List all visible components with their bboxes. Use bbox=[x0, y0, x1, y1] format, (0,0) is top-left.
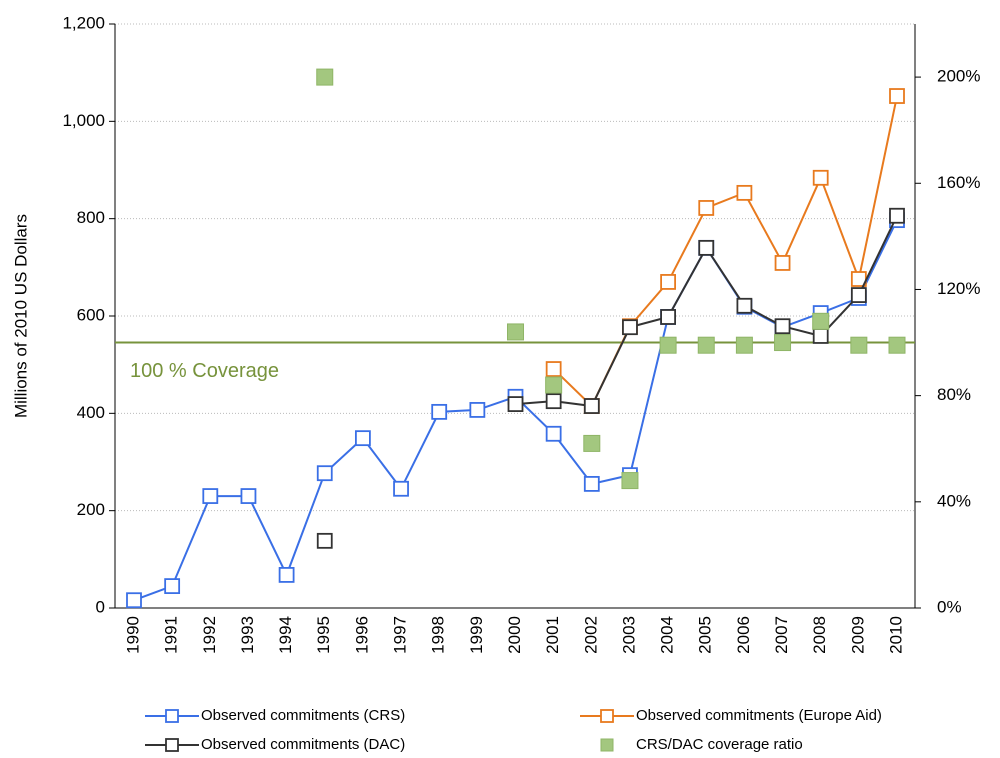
y2-tick-label: 40% bbox=[937, 491, 971, 510]
x-tick-label: 1994 bbox=[276, 616, 295, 654]
y-tick-label: 1,000 bbox=[62, 111, 105, 130]
marker bbox=[774, 334, 792, 352]
x-tick-label: 2001 bbox=[543, 616, 562, 654]
marker bbox=[545, 425, 562, 442]
marker bbox=[126, 592, 142, 609]
marker bbox=[736, 184, 753, 201]
marker bbox=[316, 68, 334, 86]
legend-label: Observed commitments (DAC) bbox=[201, 736, 405, 753]
marker bbox=[735, 336, 753, 354]
legend-marker bbox=[165, 738, 179, 752]
marker bbox=[621, 472, 639, 490]
x-tick-label: 1993 bbox=[238, 616, 257, 654]
marker bbox=[659, 336, 677, 354]
x-tick-label: 2008 bbox=[810, 616, 829, 654]
marker bbox=[507, 396, 524, 412]
marker bbox=[316, 465, 333, 482]
marker bbox=[889, 88, 905, 104]
marker bbox=[812, 328, 829, 344]
marker bbox=[545, 376, 563, 394]
marker bbox=[812, 312, 830, 330]
x-tick-label: 1999 bbox=[467, 616, 486, 654]
marker bbox=[850, 336, 868, 354]
marker bbox=[888, 336, 906, 354]
marker bbox=[697, 336, 715, 354]
legend-marker bbox=[600, 709, 614, 723]
marker bbox=[850, 287, 867, 303]
x-tick-label: 1996 bbox=[352, 616, 371, 654]
y2-tick-label: 80% bbox=[937, 385, 971, 404]
x-tick-label: 2004 bbox=[658, 616, 677, 654]
marker bbox=[202, 488, 219, 504]
y-tick-label: 800 bbox=[77, 208, 105, 227]
y-tick-label: 1,200 bbox=[62, 13, 105, 32]
legend-marker bbox=[165, 709, 179, 723]
x-tick-label: 2000 bbox=[505, 616, 524, 654]
x-tick-label: 1995 bbox=[314, 616, 333, 654]
x-tick-label: 1990 bbox=[123, 616, 142, 654]
x-tick-label: 1991 bbox=[162, 616, 181, 654]
x-tick-label: 1998 bbox=[429, 616, 448, 654]
marker bbox=[774, 255, 791, 271]
legend-label: Observed commitments (CRS) bbox=[201, 707, 405, 724]
marker bbox=[240, 488, 257, 504]
y2-tick-label: 160% bbox=[937, 173, 980, 192]
marker bbox=[698, 200, 715, 216]
marker bbox=[545, 393, 562, 410]
y2-tick-label: 200% bbox=[937, 67, 980, 86]
legend-marker bbox=[600, 738, 614, 752]
marker bbox=[622, 319, 638, 336]
marker bbox=[354, 430, 371, 447]
x-tick-label: 2005 bbox=[696, 616, 715, 654]
y2-tick-label: 120% bbox=[937, 279, 980, 298]
reference-label: 100 % Coverage bbox=[130, 360, 279, 382]
marker bbox=[545, 361, 562, 377]
marker bbox=[583, 434, 601, 452]
series-line bbox=[552, 95, 898, 408]
y-tick-label: 200 bbox=[77, 500, 105, 519]
y2-tick-label: 0% bbox=[937, 597, 962, 616]
marker bbox=[469, 402, 486, 418]
legend-label: Observed commitments (Europe Aid) bbox=[636, 707, 882, 724]
y-axis-label: Millions of 2010 US Dollars bbox=[11, 214, 30, 418]
x-tick-label: 2002 bbox=[581, 616, 600, 654]
x-tick-label: 1997 bbox=[391, 616, 410, 654]
marker bbox=[393, 480, 409, 497]
x-tick-label: 2006 bbox=[734, 616, 753, 654]
marker bbox=[660, 274, 676, 290]
x-tick-label: 2010 bbox=[886, 616, 905, 654]
y-tick-label: 600 bbox=[77, 305, 105, 324]
marker bbox=[507, 323, 524, 341]
marker bbox=[774, 318, 791, 335]
marker bbox=[660, 309, 676, 325]
marker bbox=[164, 578, 181, 594]
x-tick-label: 2007 bbox=[772, 616, 791, 654]
y-tick-label: 400 bbox=[77, 403, 105, 422]
x-tick-label: 1992 bbox=[200, 616, 219, 654]
marker bbox=[736, 297, 753, 314]
x-tick-label: 2009 bbox=[848, 616, 867, 654]
y-tick-label: 0 bbox=[96, 597, 105, 616]
marker bbox=[889, 207, 905, 224]
marker bbox=[431, 403, 448, 420]
marker bbox=[812, 169, 829, 186]
marker bbox=[698, 239, 715, 256]
marker bbox=[583, 398, 600, 414]
x-tick-label: 2003 bbox=[619, 616, 638, 654]
legend-label: CRS/DAC coverage ratio bbox=[636, 736, 803, 753]
marker bbox=[583, 475, 600, 492]
marker bbox=[316, 532, 333, 549]
marker bbox=[278, 567, 295, 583]
